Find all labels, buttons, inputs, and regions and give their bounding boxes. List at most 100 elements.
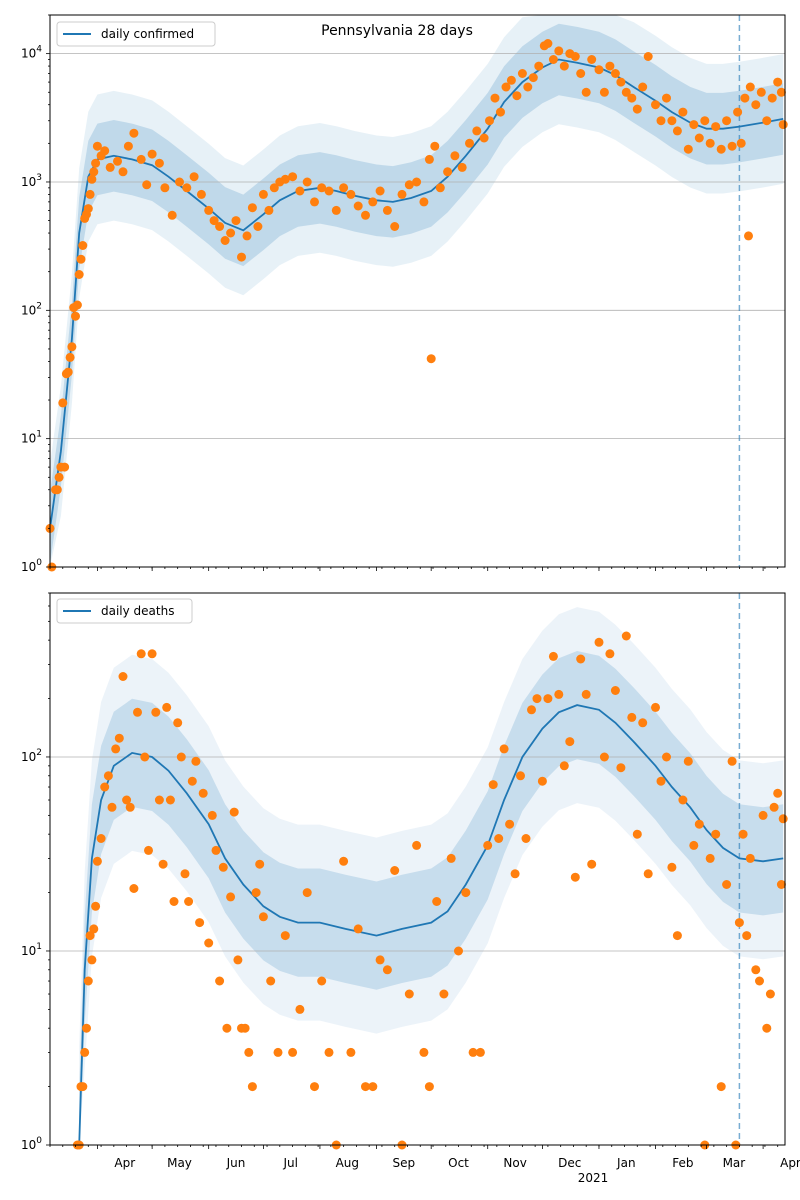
data-point [375, 955, 385, 965]
data-point [678, 107, 688, 117]
data-point [237, 252, 246, 262]
data-point [302, 177, 312, 187]
data-point [672, 931, 682, 941]
data-point [103, 771, 113, 781]
data-point [700, 116, 710, 126]
x-year-label: 2021 [578, 1171, 609, 1185]
data-point [454, 946, 463, 956]
data-point [494, 834, 504, 843]
data-point [404, 989, 414, 999]
data-point [89, 924, 99, 934]
data-point [443, 167, 453, 177]
data-point [776, 87, 786, 97]
deaths-trend-line [78, 704, 784, 1146]
data-point [744, 231, 753, 241]
data-point [123, 141, 133, 151]
data-point [251, 888, 261, 898]
data-point [517, 69, 527, 78]
data-point [226, 228, 236, 238]
data-point [570, 872, 580, 882]
data-point [136, 649, 146, 659]
data-point [742, 931, 752, 941]
data-point [565, 737, 575, 747]
data-point [151, 707, 161, 717]
data-point [165, 795, 175, 805]
data-point [100, 146, 110, 156]
data-point [144, 845, 153, 855]
data-point [483, 840, 493, 850]
data-point [439, 989, 449, 999]
data-point [83, 204, 93, 214]
data-point [472, 126, 482, 136]
data-point [485, 116, 494, 126]
data-point [412, 840, 422, 850]
data-point [468, 1047, 478, 1057]
data-point [548, 55, 558, 64]
data-point [594, 637, 604, 647]
inner-interval-band [79, 651, 784, 1145]
data-point [534, 61, 544, 71]
data-point [616, 763, 626, 773]
data-point [269, 183, 279, 193]
data-point [317, 976, 327, 986]
data-point [450, 151, 460, 161]
data-point [310, 1082, 319, 1092]
data-point [154, 158, 164, 168]
data-point [419, 197, 429, 207]
data-point [58, 398, 68, 408]
data-point [247, 203, 257, 213]
data-point [488, 780, 498, 790]
data-point [118, 167, 128, 177]
data-point [129, 884, 139, 893]
data-point [324, 186, 334, 196]
data-point [727, 141, 737, 151]
data-point [176, 752, 186, 762]
data-point [78, 1082, 88, 1092]
data-point [60, 462, 70, 472]
data-point [756, 87, 766, 97]
data-point [751, 100, 761, 110]
data-point [762, 1023, 772, 1033]
data-point [512, 91, 522, 101]
data-point [532, 694, 542, 704]
x-tick-label: Feb [672, 1156, 693, 1170]
data-point [154, 795, 164, 805]
data-point [554, 46, 564, 56]
data-point [581, 689, 591, 699]
data-point [769, 802, 779, 812]
data-point [175, 177, 184, 187]
data-point [599, 752, 609, 762]
plot-frame [49, 14, 786, 568]
data-point [92, 141, 102, 151]
data-point [778, 814, 788, 824]
data-point [767, 93, 777, 103]
chart-title: Pennsylvania 28 days [321, 23, 473, 39]
data-point [184, 897, 194, 906]
data-point [424, 1082, 434, 1092]
data-point [317, 183, 327, 193]
data-point [220, 236, 230, 245]
data-point [559, 761, 569, 771]
data-point [745, 82, 755, 92]
data-point [162, 702, 172, 712]
data-point [435, 183, 445, 193]
data-point [776, 880, 786, 889]
x-tick-label: Jul [282, 1156, 297, 1170]
confirmed-legend-label: daily confirmed [101, 27, 194, 41]
data-point [397, 189, 407, 199]
deaths-legend-label: daily deaths [101, 604, 174, 618]
data-point [711, 122, 721, 132]
data-point [404, 180, 414, 190]
outer-interval-band [50, 15, 784, 567]
data-point [353, 201, 363, 211]
data-point [390, 866, 400, 875]
confirmed-uncertainty-bands [50, 15, 784, 567]
data-point [107, 802, 117, 812]
data-point [72, 300, 82, 310]
data-point [255, 859, 265, 869]
data-point [610, 69, 620, 78]
data-point [689, 840, 699, 850]
data-point [599, 87, 609, 97]
data-point [264, 205, 274, 215]
data-point [432, 897, 442, 906]
